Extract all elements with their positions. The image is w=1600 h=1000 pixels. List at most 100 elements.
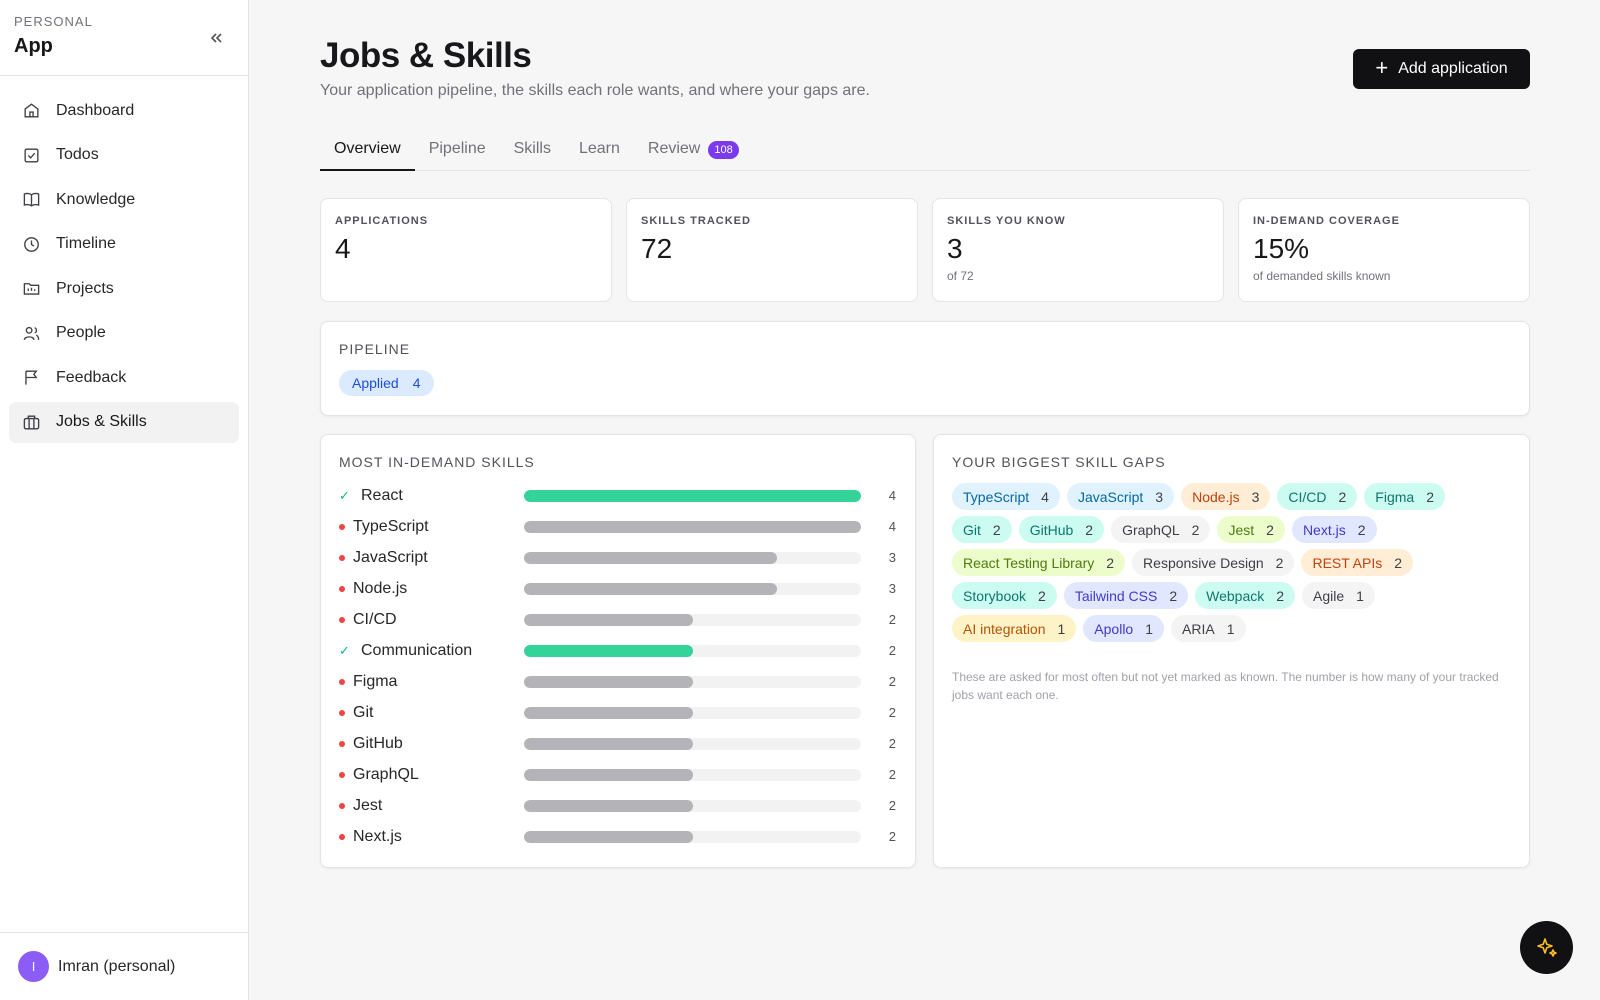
skill-gap-chip[interactable]: GitHub 2 xyxy=(1018,516,1105,543)
tab-pipeline[interactable]: Pipeline xyxy=(415,134,500,171)
gap-dot-icon xyxy=(339,833,345,840)
chip-count: 4 xyxy=(1041,488,1049,505)
skill-status xyxy=(339,554,353,561)
tab-label: Learn xyxy=(578,140,620,157)
skill-gaps-note: These are asked for most often but not y… xyxy=(952,670,1499,702)
chip-count: 2 xyxy=(1038,587,1046,604)
skill-demand-bar xyxy=(524,644,861,657)
skill-gap-chip[interactable]: Node.js 3 xyxy=(1181,483,1271,510)
pipeline-panel: PIPELINE Applied 4 xyxy=(320,321,1530,416)
skill-gap-chip[interactable]: GraphQL 2 xyxy=(1111,516,1211,543)
skill-gap-chip[interactable]: Tailwind CSS 2 xyxy=(1063,582,1189,609)
gap-dot-icon xyxy=(339,678,345,685)
pipeline-stage-applied[interactable]: Applied 4 xyxy=(339,370,434,396)
tab-overview[interactable]: Overview xyxy=(320,134,415,171)
skill-name: Figma xyxy=(353,672,398,690)
sidebar-item-todos[interactable]: Todos xyxy=(9,135,239,176)
skill-row[interactable]: GraphQL 2 xyxy=(339,759,897,790)
skill-demand-bar xyxy=(524,737,861,750)
skill-gap-chip[interactable]: AI integration 1 xyxy=(952,615,1077,642)
skill-gap-chip[interactable]: Storybook 2 xyxy=(952,582,1057,609)
chip-label: Git xyxy=(963,521,981,538)
skill-gap-chip[interactable]: REST APIs 2 xyxy=(1301,549,1414,576)
skill-row[interactable]: ✓ Communication 2 xyxy=(339,635,897,666)
skill-demand-bar-fill xyxy=(524,675,693,688)
skill-row[interactable]: Node.js 3 xyxy=(339,573,897,604)
skill-row[interactable]: Next.js 2 xyxy=(339,821,897,852)
stat-card-applications: APPLICATIONS 4 xyxy=(320,198,612,302)
skill-row[interactable]: Git 2 xyxy=(339,697,897,728)
stat-value: 15% xyxy=(1253,233,1310,264)
sidebar-item-people[interactable]: People xyxy=(9,313,239,354)
skill-gap-chip[interactable]: JavaScript 3 xyxy=(1066,483,1175,510)
skill-gap-chip[interactable]: Responsive Design 2 xyxy=(1132,549,1295,576)
workspace-kicker: PERSONAL xyxy=(14,14,93,29)
skill-row[interactable]: GitHub 2 xyxy=(339,728,897,759)
skill-gap-chip[interactable]: Webpack 2 xyxy=(1195,582,1296,609)
sidebar-item-feedback[interactable]: Feedback xyxy=(9,357,239,398)
user-name: Imran (personal) xyxy=(58,957,176,975)
skill-demand-bar xyxy=(524,830,861,843)
flag-icon xyxy=(25,370,38,385)
skill-name: Jest xyxy=(353,796,383,814)
skill-count: 3 xyxy=(888,550,896,565)
sidebar-item-timeline[interactable]: Timeline xyxy=(9,224,239,265)
tab-label: Pipeline xyxy=(428,140,486,157)
skill-row[interactable]: ✓ React 4 xyxy=(339,480,897,511)
chip-label: Apollo xyxy=(1094,620,1134,637)
chip-label: Webpack xyxy=(1206,587,1265,604)
sidebar-nav: Dashboard Todos Knowledge Timeline Projects P… xyxy=(0,76,248,460)
skill-gap-chip[interactable]: Next.js 2 xyxy=(1291,516,1377,543)
skill-row[interactable]: Jest 2 xyxy=(339,790,897,821)
add-application-button[interactable]: + Add application xyxy=(1353,49,1530,89)
chip-label: Jest xyxy=(1228,521,1255,538)
skill-gap-chip[interactable]: ARIA 1 xyxy=(1171,615,1246,642)
tab-skills[interactable]: Skills xyxy=(500,134,565,171)
stats-row: APPLICATIONS 4 SKILLS TRACKED 72 SKILLS YOU … xyxy=(320,198,1530,302)
stat-label: IN-DEMAND COVERAGE xyxy=(1253,215,1400,227)
skill-gap-chip[interactable]: Apollo 1 xyxy=(1083,615,1165,642)
sidebar-item-projects[interactable]: Projects xyxy=(9,268,239,309)
skill-demand-bar xyxy=(524,489,861,502)
skill-gap-chip[interactable]: CI/CD 2 xyxy=(1277,483,1358,510)
gap-dot-icon xyxy=(339,523,345,530)
skill-row[interactable]: CI/CD 2 xyxy=(339,604,897,635)
stat-subtext: of demanded skills known xyxy=(1253,269,1391,283)
tab-label: Skills xyxy=(513,140,551,157)
skill-gap-chip[interactable]: Agile 1 xyxy=(1302,582,1375,609)
stat-label: SKILLS TRACKED xyxy=(641,215,751,227)
plus-icon: + xyxy=(1375,55,1389,80)
skill-name: Communication xyxy=(361,641,473,659)
in-demand-skills-panel: MOST IN-DEMAND SKILLS ✓ React 4 TypeScript 4… xyxy=(320,434,916,868)
chip-label: JavaScript xyxy=(1077,488,1144,505)
sidebar-item-dashboard[interactable]: Dashboard xyxy=(9,90,239,131)
assistant-button[interactable] xyxy=(1520,921,1573,974)
gap-dot-icon xyxy=(339,585,345,592)
skill-status xyxy=(339,740,353,747)
skill-gap-chip[interactable]: TypeScript 4 xyxy=(952,483,1060,510)
sidebar-item-jobs-skills[interactable]: Jobs & Skills xyxy=(9,401,239,443)
skill-row[interactable]: TypeScript 4 xyxy=(339,511,897,542)
skill-gap-chip[interactable]: Jest 2 xyxy=(1217,516,1285,543)
check-icon: ✓ xyxy=(339,487,350,503)
skill-row[interactable]: Figma 2 xyxy=(339,666,897,697)
collapse-sidebar-icon[interactable] xyxy=(206,28,226,48)
user-profile[interactable]: I Imran (personal) xyxy=(0,932,248,1000)
skill-gap-chip[interactable]: React Testing Library 2 xyxy=(952,549,1126,576)
skill-name: React xyxy=(361,486,403,504)
tab-learn[interactable]: Learn xyxy=(565,134,634,171)
skill-gap-chip[interactable]: Git 2 xyxy=(952,516,1012,543)
chip-count: 3 xyxy=(1251,488,1260,505)
skill-status: ✓ xyxy=(339,488,353,504)
stat-card-skills-tracked: SKILLS TRACKED 72 xyxy=(626,198,918,302)
skill-count: 2 xyxy=(888,612,896,627)
tab-review[interactable]: Review 108 xyxy=(634,134,753,171)
chip-count: 2 xyxy=(1106,554,1115,571)
chip-label: TypeScript xyxy=(963,488,1030,505)
chip-label: Responsive Design xyxy=(1143,554,1264,571)
skill-demand-bar-fill xyxy=(524,551,777,564)
sidebar-item-label: Dashboard xyxy=(56,101,135,119)
skill-gap-chip[interactable]: Figma 2 xyxy=(1364,483,1445,510)
sidebar-item-knowledge[interactable]: Knowledge xyxy=(9,179,239,220)
skill-row[interactable]: JavaScript 3 xyxy=(339,542,897,573)
